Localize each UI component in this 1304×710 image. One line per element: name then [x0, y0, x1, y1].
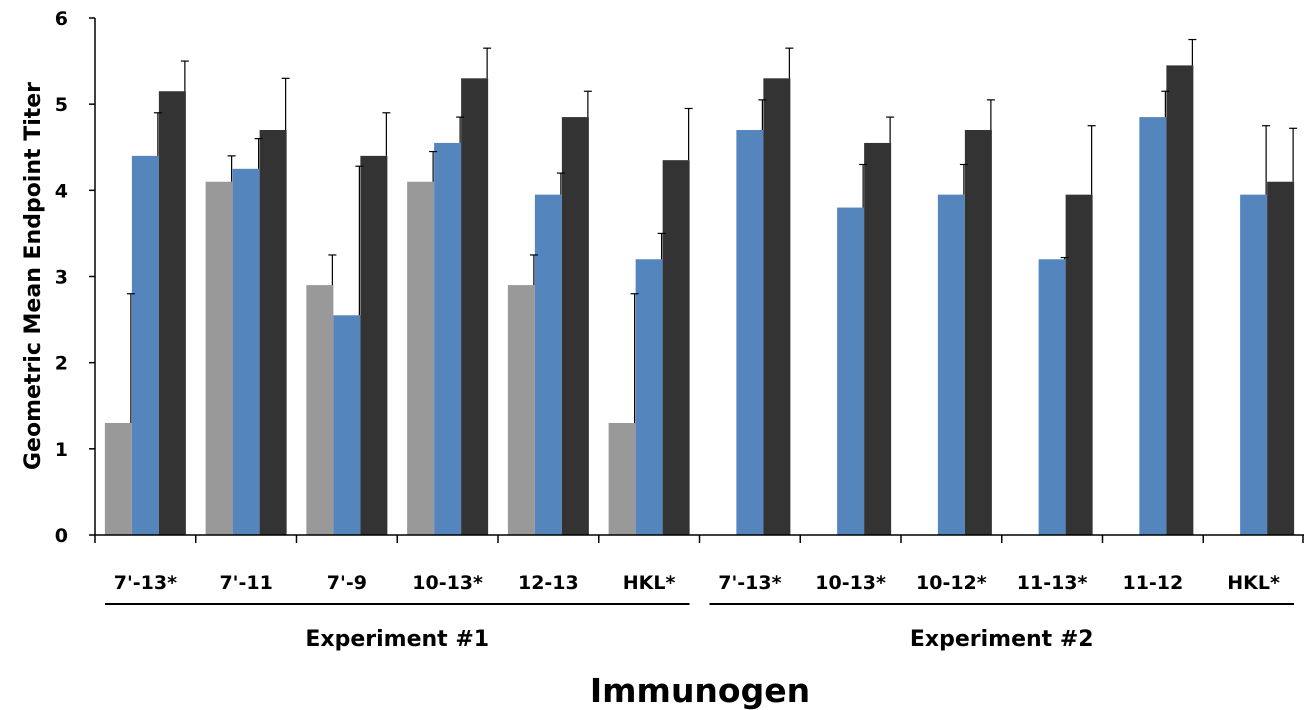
bar: [333, 315, 361, 535]
bar: [561, 117, 589, 535]
bar: [736, 130, 764, 535]
bar: [763, 78, 791, 536]
bar: [837, 207, 865, 536]
group-label: Experiment #1: [305, 627, 489, 652]
y-tick-label: 2: [55, 353, 68, 375]
bar: [1166, 65, 1194, 536]
bar: [461, 78, 489, 536]
bar: [360, 155, 388, 535]
category-label: 10-12*: [916, 572, 987, 594]
x-axis-title: Immunogen: [590, 671, 810, 710]
bar: [1065, 194, 1093, 535]
category-label: 7'-9: [327, 572, 367, 594]
bar: [232, 168, 260, 535]
x-axis: [94, 534, 1304, 543]
y-tick-label: 5: [55, 94, 68, 116]
y-tick-label: 3: [55, 267, 68, 289]
group-labels: Experiment #1 Experiment #2: [105, 603, 1294, 652]
bar: [131, 155, 159, 535]
category-label: 11-13*: [1017, 572, 1088, 594]
bar: [635, 259, 663, 535]
y-tick-label: 4: [55, 180, 68, 202]
bar: [507, 285, 535, 535]
error-bars: [126, 38, 1298, 423]
bar: [1139, 117, 1167, 535]
bar: [534, 194, 562, 535]
category-label: 12-13: [518, 572, 579, 594]
group-label: Experiment #2: [910, 627, 1094, 652]
bar: [964, 130, 992, 535]
bar: [259, 130, 287, 535]
category-label: HKL*: [1227, 572, 1280, 594]
bar: [434, 142, 462, 536]
category-label: 11-12: [1122, 572, 1183, 594]
bar: [158, 91, 186, 535]
bar: [937, 194, 965, 535]
category-label: HKL*: [623, 572, 676, 594]
bar: [306, 285, 334, 535]
y-axis-title: Geometric Mean Endpoint Titer: [21, 82, 46, 470]
bar: [662, 160, 690, 536]
category-label: 7'-11: [219, 572, 272, 594]
bars: [104, 65, 1295, 536]
category-label: 10-13*: [815, 572, 886, 594]
bar: [1267, 181, 1295, 535]
y-axis: 0 1 2 3 4 5 6: [55, 8, 96, 547]
category-label: 7'-13*: [718, 572, 781, 594]
y-tick-label: 6: [55, 8, 68, 30]
bar: [407, 181, 435, 535]
bar: [608, 422, 636, 535]
bar: [1240, 194, 1268, 535]
bar: [1038, 259, 1066, 535]
bar: [205, 181, 233, 535]
bar: [104, 422, 132, 535]
y-tick-label: 1: [55, 439, 68, 461]
category-label: 7'-13*: [114, 572, 177, 594]
bar: [864, 142, 892, 536]
category-label: 10-13*: [412, 572, 483, 594]
category-labels: 7'-13* 7'-11 7'-9 10-13* 12-13 HKL* 7'-13* 10-1…: [114, 572, 1280, 594]
y-tick-label: 0: [55, 525, 68, 547]
